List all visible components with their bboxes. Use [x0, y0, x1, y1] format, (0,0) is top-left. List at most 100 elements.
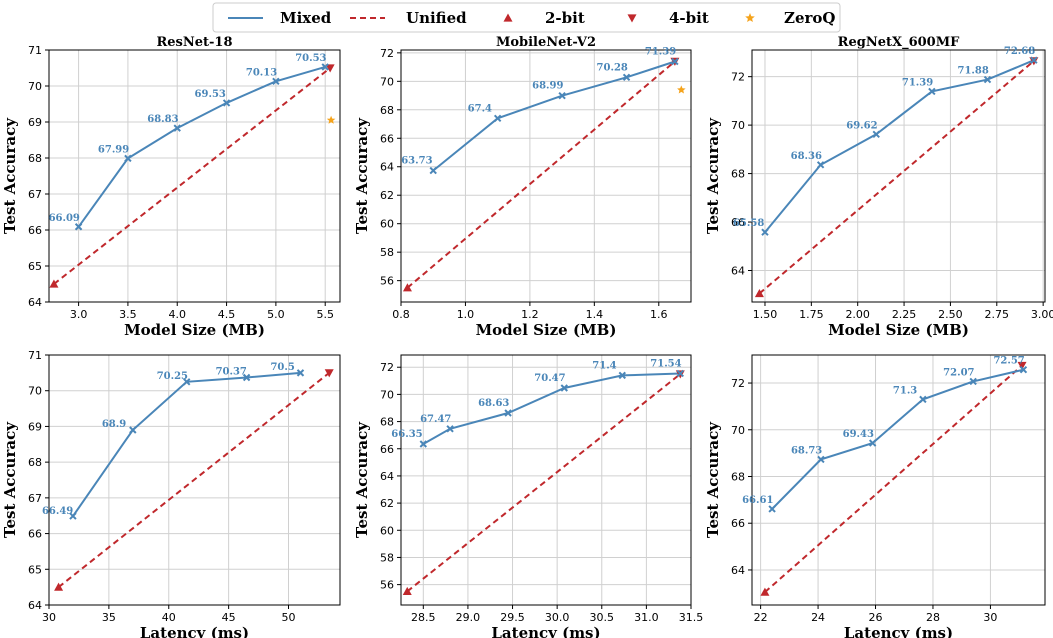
- chart-panel: 28.5 29.0 29.5 30.0 30.5 31.0 31.5 56 58 60 62 64 66…: [353, 354, 704, 638]
- legend-frame: [212, 2, 841, 33]
- x-tick-label: 30.0: [545, 611, 570, 624]
- mixed-point: [919, 395, 927, 404]
- y-tick-label: 65: [28, 563, 42, 576]
- unified-2bit-marker: [760, 587, 770, 596]
- y-tick-label: 67: [28, 492, 42, 505]
- chart-panel: 3.0 3.5 4.0 4.5 5.0 5.5 64 65 66 67 68 69 70 71 ResNet…: [1, 35, 341, 339]
- y-tick-label: 64: [380, 161, 394, 174]
- x-tick-label: 1.75: [799, 308, 824, 321]
- x-tick-label: 2.25: [892, 308, 917, 321]
- mixed-point: [69, 512, 77, 520]
- mixed-point: [296, 369, 305, 377]
- data-label: 68.63: [478, 398, 509, 409]
- mixed-point: [768, 505, 776, 513]
- y-tick-label: 60: [380, 524, 394, 537]
- y-tick-label: 70: [731, 424, 745, 437]
- x-tick-label: 3.00: [1031, 308, 1053, 321]
- data-label: 69.62: [846, 120, 877, 131]
- y-axis-label: Test Accuracy: [1, 117, 19, 234]
- data-label: 68.83: [147, 114, 178, 125]
- y-tick-label: 71: [28, 44, 42, 57]
- y-tick-label: 64: [28, 296, 42, 309]
- y-tick-label: 66: [380, 443, 394, 456]
- data-label: 70.53: [295, 53, 326, 64]
- y-axis-label: Test Accuracy: [1, 421, 19, 538]
- y-tick-label: 60: [380, 218, 394, 231]
- plot-frame: [400, 354, 692, 606]
- data-label: 71.3: [893, 385, 917, 396]
- data-label: 71.39: [645, 47, 676, 58]
- x-tick-label: 4.5: [218, 308, 236, 321]
- x-tick-label: 5.5: [316, 308, 334, 321]
- zeroq-point: [677, 85, 686, 94]
- data-label: 65.58: [733, 218, 764, 229]
- y-tick-label: 64: [731, 265, 745, 278]
- y-tick-label: 66: [28, 528, 42, 541]
- data-label: 69.43: [843, 429, 874, 440]
- data-label: 68.99: [532, 81, 563, 92]
- unified-4bit-marker: [324, 369, 334, 378]
- y-tick-label: 56: [380, 275, 394, 288]
- y-tick-label: 66: [380, 132, 394, 145]
- mixed-point: [928, 87, 936, 96]
- y-tick-label: 70: [731, 119, 745, 132]
- y-tick-label: 66: [731, 517, 745, 530]
- x-tick-label: 35: [102, 611, 116, 624]
- data-label: 70.37: [216, 367, 247, 378]
- y-tick-label: 70: [28, 385, 42, 398]
- mixed-point: [1019, 366, 1028, 374]
- unified-4bit-marker: [1017, 361, 1027, 371]
- x-tick-label: 45: [222, 611, 236, 624]
- data-label: 66.35: [391, 429, 422, 440]
- y-tick-label: 66: [731, 216, 745, 229]
- mixed-point: [504, 409, 512, 417]
- y-tick-label: 71: [28, 349, 42, 362]
- x-axis-label: Model Size (MB): [124, 321, 265, 339]
- data-label: 68.9: [102, 419, 126, 430]
- legend-label: ZeroQ: [784, 9, 835, 27]
- unified-series-line: [758, 60, 1035, 295]
- x-tick-label: 28: [926, 611, 940, 624]
- data-label: 70.5: [270, 362, 294, 373]
- legend: Mixed Unified 2-bit 4-bit ZeroQ: [212, 2, 841, 33]
- unified-series-line: [53, 67, 331, 285]
- x-axis-label: Latency (ms): [844, 624, 953, 638]
- chart-panel: 30 35 40 45 50 64 65 66 67 68 69 70 71 Latency (ms) Te…: [1, 349, 341, 638]
- mixed-point: [622, 73, 631, 82]
- x-tick-label: 31.5: [679, 611, 704, 624]
- data-label: 66.61: [742, 495, 773, 506]
- mixed-point: [242, 373, 251, 382]
- y-tick-label: 62: [380, 497, 394, 510]
- mixed-point: [446, 425, 454, 433]
- plot-frame: [400, 49, 692, 303]
- x-tick-label: 30: [42, 611, 56, 624]
- mixed-series-line: [764, 59, 1035, 233]
- x-tick-label: 0.8: [392, 308, 410, 321]
- plot-frame: [751, 49, 1046, 303]
- y-axis-label: Test Accuracy: [704, 421, 722, 538]
- mixed-point: [618, 371, 626, 380]
- x-tick-label: 29.0: [456, 611, 481, 624]
- x-axis-label: Model Size (MB): [828, 321, 969, 339]
- mixed-point: [183, 378, 191, 386]
- y-tick-label: 64: [731, 564, 745, 577]
- mixed-point: [983, 75, 992, 84]
- unified-2bit-marker: [402, 586, 412, 596]
- y-tick-label: 72: [731, 377, 745, 390]
- mixed-point: [676, 369, 684, 378]
- y-tick-label: 68: [28, 456, 42, 469]
- y-tick-label: 62: [380, 189, 394, 202]
- mixed-series-line: [771, 368, 1024, 510]
- chart-title: ResNet-18: [156, 35, 232, 50]
- data-label: 72.57: [993, 356, 1024, 367]
- mixed-series-line: [432, 60, 676, 172]
- x-tick-label: 2.75: [985, 308, 1010, 321]
- data-label: 67.47: [420, 414, 451, 425]
- chart-panel: 0.8 1.0 1.2 1.4 1.6 56 58 60 62 64 66 68 70 72 MobileN…: [353, 35, 692, 339]
- unified-2bit-marker: [754, 289, 764, 298]
- mixed-series-line: [77, 65, 326, 228]
- data-label: 66.49: [42, 506, 73, 517]
- y-tick-label: 58: [380, 246, 394, 259]
- legend-swatch-2bit: [503, 13, 513, 22]
